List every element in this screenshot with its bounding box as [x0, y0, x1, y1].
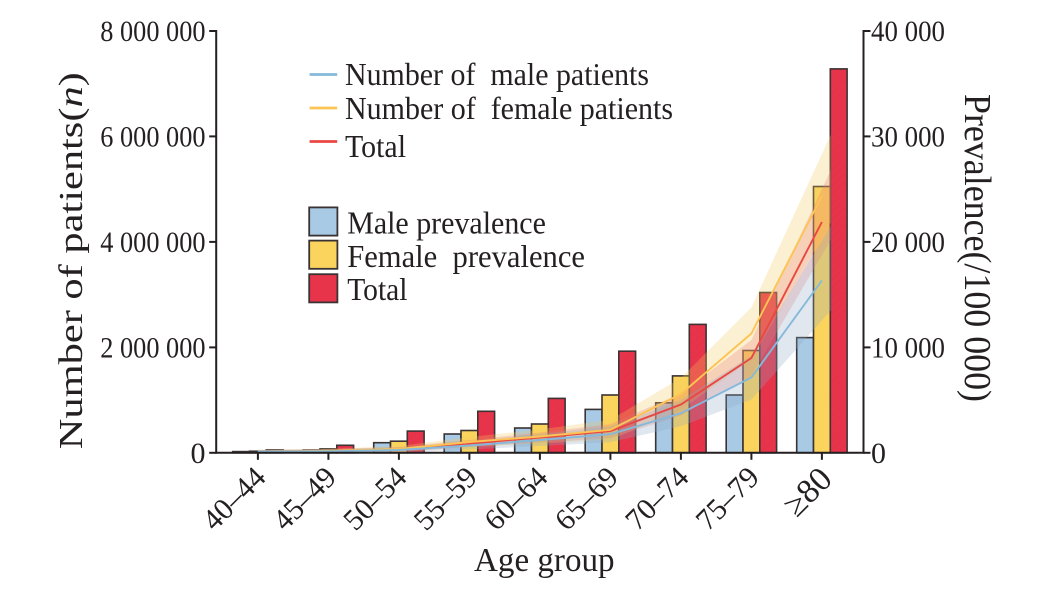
svg-text:30 000: 30 000 — [871, 120, 945, 153]
svg-text:10 000: 10 000 — [871, 331, 945, 364]
svg-text:Total: Total — [345, 128, 406, 164]
svg-text:0: 0 — [191, 437, 206, 470]
svg-text:6 000 000: 6 000 000 — [100, 120, 205, 153]
svg-text:Age group: Age group — [474, 542, 615, 579]
svg-text:Number of male patients: Number of male patients — [345, 56, 649, 92]
svg-text:Number of patients(n): Number of patients(n) — [53, 72, 90, 449]
svg-text:Male prevalence: Male prevalence — [347, 205, 546, 241]
svg-text:Female prevalence: Female prevalence — [347, 238, 585, 274]
svg-text:Number of female patients: Number of female patients — [345, 90, 673, 126]
svg-text:2 000 000: 2 000 000 — [100, 331, 205, 364]
svg-text:0: 0 — [871, 437, 886, 470]
svg-text:4 000 000: 4 000 000 — [100, 226, 205, 259]
svg-text:20 000: 20 000 — [871, 226, 945, 259]
svg-text:Total: Total — [347, 271, 407, 307]
svg-text:40 000: 40 000 — [871, 15, 945, 48]
svg-text:8 000 000: 8 000 000 — [100, 15, 205, 48]
svg-text:Prevalence(/100 000): Prevalence(/100 000) — [956, 94, 998, 402]
